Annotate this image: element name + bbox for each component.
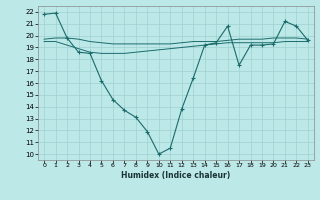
X-axis label: Humidex (Indice chaleur): Humidex (Indice chaleur) <box>121 171 231 180</box>
